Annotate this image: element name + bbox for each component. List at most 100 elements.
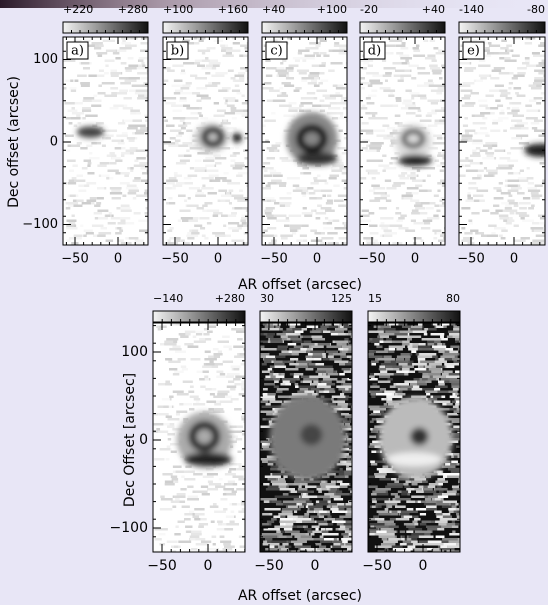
- noise: [118, 222, 126, 225]
- noise: [346, 461, 349, 464]
- noise: [450, 396, 455, 399]
- noise: [290, 230, 297, 233]
- noise: [98, 55, 103, 58]
- noise: [127, 185, 137, 188]
- noise: [508, 190, 519, 193]
- noise: [427, 100, 439, 103]
- noise: [172, 65, 183, 68]
- noise: [260, 353, 269, 356]
- noise: [173, 501, 179, 504]
- noise: [271, 180, 282, 183]
- noise: [505, 205, 511, 208]
- noise: [340, 468, 343, 471]
- noise: [511, 137, 521, 140]
- noise: [419, 541, 428, 544]
- noise: [211, 75, 224, 78]
- noise: [271, 541, 287, 544]
- noise: [66, 207, 71, 210]
- noise: [428, 80, 433, 83]
- noise: [386, 401, 392, 404]
- x-tick-label: 0: [510, 252, 518, 267]
- noise: [334, 498, 343, 501]
- noise: [283, 115, 294, 118]
- noise: [82, 107, 91, 110]
- noise: [169, 406, 172, 409]
- noise: [195, 160, 202, 163]
- noise: [201, 486, 208, 489]
- noise: [212, 82, 220, 85]
- noise: [312, 338, 325, 341]
- noise: [315, 511, 319, 514]
- noise: [472, 142, 483, 145]
- noise: [260, 333, 275, 336]
- noise: [264, 501, 269, 504]
- noise: [207, 473, 218, 476]
- noise: [422, 388, 434, 391]
- noise: [518, 180, 529, 183]
- colorbar-max-label: +280: [118, 3, 148, 16]
- noise: [407, 175, 417, 178]
- noise: [181, 217, 193, 220]
- noise: [317, 205, 322, 208]
- noise: [301, 97, 314, 100]
- noise: [491, 232, 495, 235]
- noise: [214, 102, 219, 105]
- noise: [424, 491, 436, 494]
- noise: [314, 190, 321, 193]
- noise: [185, 122, 191, 125]
- noise: [332, 511, 347, 514]
- noise: [298, 50, 309, 53]
- noise: [318, 371, 326, 374]
- noise: [202, 205, 207, 208]
- noise: [168, 361, 180, 364]
- noise: [465, 157, 468, 160]
- noise: [427, 217, 439, 220]
- noise: [180, 160, 190, 163]
- noise: [418, 501, 421, 504]
- noise: [207, 488, 218, 491]
- noise: [368, 85, 373, 88]
- noise: [195, 77, 207, 80]
- noise: [320, 190, 332, 193]
- noise: [202, 493, 210, 496]
- noise: [218, 351, 222, 354]
- noise: [109, 212, 112, 215]
- noise: [411, 496, 423, 499]
- noise: [371, 396, 375, 399]
- noise: [321, 105, 331, 108]
- noise: [229, 431, 242, 434]
- noise: [327, 516, 331, 519]
- noise: [478, 232, 484, 235]
- noise: [158, 328, 161, 331]
- noise: [514, 205, 519, 208]
- noise: [397, 356, 411, 359]
- noise: [423, 486, 427, 489]
- noise: [230, 155, 237, 158]
- noise: [401, 47, 409, 50]
- noise: [509, 217, 513, 220]
- noise: [341, 533, 348, 536]
- noise: [297, 70, 309, 73]
- noise: [453, 388, 459, 391]
- noise: [303, 516, 309, 519]
- noise: [273, 378, 280, 381]
- noise: [477, 175, 482, 178]
- noise: [206, 65, 212, 68]
- noise: [346, 456, 352, 459]
- noise: [538, 135, 545, 138]
- noise: [425, 503, 436, 506]
- noise: [305, 486, 316, 489]
- noise: [402, 343, 409, 346]
- noise: [315, 528, 318, 531]
- noise: [165, 481, 174, 484]
- x-tick-label: −50: [254, 558, 284, 574]
- noise: [507, 220, 514, 223]
- noise: [271, 406, 282, 409]
- noise: [297, 165, 307, 168]
- noise: [437, 190, 440, 193]
- noise: [379, 521, 383, 524]
- noise: [342, 343, 347, 346]
- noise: [485, 95, 493, 98]
- noise: [236, 175, 242, 178]
- noise: [85, 115, 97, 118]
